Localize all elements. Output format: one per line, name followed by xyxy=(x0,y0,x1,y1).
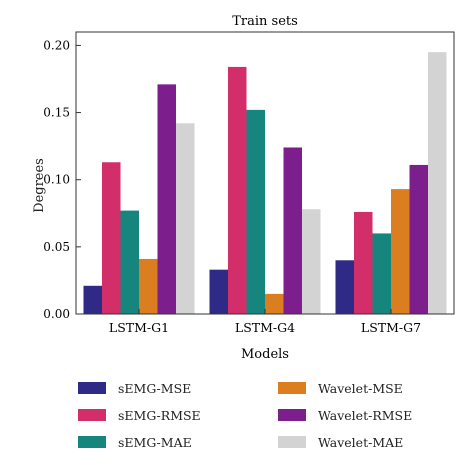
y-axis: 0.00 0.05 0.10 0.15 0.20 xyxy=(43,38,81,321)
y-axis-label: Degrees xyxy=(31,158,47,213)
x-axis-label: Models xyxy=(241,347,289,362)
bar-lstm-g7-semg-mae xyxy=(372,233,391,314)
bar-lstm-g7-wavelet-mse xyxy=(391,189,410,314)
x-tick-label: LSTM-G1 xyxy=(109,320,169,335)
x-axis: LSTM-G1 LSTM-G4 LSTM-G7 xyxy=(109,309,421,335)
bar-lstm-g7-semg-rmse xyxy=(354,211,373,314)
legend-swatch xyxy=(278,409,306,421)
legend-item: Wavelet-RMSE xyxy=(278,405,412,425)
legend-item: sEMG-RMSE xyxy=(78,405,201,425)
x-tick-label: LSTM-G4 xyxy=(235,320,295,335)
bar-lstm-g1-wavelet-mse xyxy=(139,258,158,314)
bar-lstm-g7-semg-mse xyxy=(335,260,354,314)
legend-item: sEMG-MSE xyxy=(78,378,191,398)
y-tick-label: 0.10 xyxy=(43,173,70,187)
bar-lstm-g4-semg-mse xyxy=(209,269,228,314)
legend-label: Wavelet-MAE xyxy=(318,434,404,450)
bar-chart: Train sets 0.000.050.100.150.20 LSTM-G1 L… xyxy=(43,14,455,362)
legend: sEMG-MSE sEMG-RMSE sEMG-MAE Wavelet-MSE Wave… xyxy=(70,375,450,460)
legend-swatch xyxy=(278,382,306,394)
legend-label: Wavelet-RMSE xyxy=(318,407,413,423)
y-tick-label: 0.15 xyxy=(43,106,70,120)
legend-label: sEMG-MAE xyxy=(118,434,192,450)
legend-item: Wavelet-MAE xyxy=(278,432,403,452)
x-tick-label: LSTM-G7 xyxy=(361,320,421,335)
bar-lstm-g4-semg-rmse xyxy=(228,66,247,315)
bars-group xyxy=(83,52,447,315)
y-tick-label: 0.00 xyxy=(43,307,70,321)
bar-lstm-g7-wavelet-rmse xyxy=(409,164,428,314)
bar-lstm-g4-semg-mae xyxy=(246,109,265,314)
bar-lstm-g4-wavelet-mse xyxy=(265,293,284,314)
bar-lstm-g1-semg-mse xyxy=(83,285,102,314)
legend-label: sEMG-MSE xyxy=(118,380,192,396)
y-tick-label: 0.20 xyxy=(43,38,70,52)
bar-lstm-g7-wavelet-mae xyxy=(428,52,447,315)
bar-lstm-g4-wavelet-rmse xyxy=(283,147,302,314)
bar-lstm-g1-wavelet-rmse xyxy=(157,84,176,314)
bar-lstm-g1-wavelet-mae xyxy=(176,123,195,314)
legend-item: sEMG-MAE xyxy=(78,432,192,452)
legend-label: sEMG-RMSE xyxy=(118,407,201,423)
chart-title: Train sets xyxy=(232,14,298,29)
legend-swatch xyxy=(278,436,306,448)
bar-lstm-g1-semg-mae xyxy=(120,210,139,314)
legend-swatch xyxy=(78,436,106,448)
legend-item: Wavelet-MSE xyxy=(278,378,403,398)
bar-lstm-g1-semg-rmse xyxy=(102,162,121,314)
legend-label: Wavelet-MSE xyxy=(318,380,403,396)
y-tick-label: 0.05 xyxy=(43,240,70,254)
bar-lstm-g4-wavelet-mae xyxy=(302,209,321,314)
legend-swatch xyxy=(78,409,106,421)
legend-swatch xyxy=(78,382,106,394)
